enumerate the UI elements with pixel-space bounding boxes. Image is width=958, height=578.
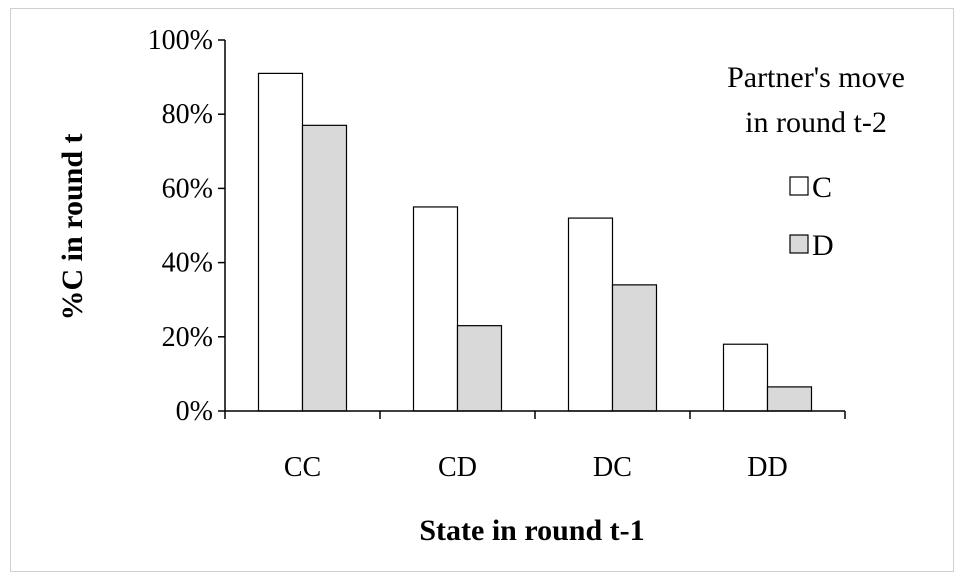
bar-cc-c xyxy=(257,72,304,412)
bar-dd-c xyxy=(722,343,769,412)
chart-frame xyxy=(10,8,954,572)
bar-dc-c xyxy=(567,217,614,412)
x-axis-ticks: CC CD DC DD xyxy=(224,411,846,483)
legend-label-c: C xyxy=(812,171,832,204)
legend-swatch-c xyxy=(789,176,809,196)
x-tick-label: DC xyxy=(593,452,632,483)
y-tick-label: 20% xyxy=(162,322,213,353)
bar-dc-d xyxy=(611,284,658,412)
bar-dd-d xyxy=(766,386,813,412)
bar-cd-d xyxy=(456,325,503,412)
y-axis-title: %C in round t xyxy=(56,133,89,320)
x-axis-title: State in round t-1 xyxy=(419,514,644,547)
y-tick-label: 100% xyxy=(148,25,213,56)
bars xyxy=(257,72,813,412)
bar-cd-c xyxy=(412,206,459,412)
y-tick-label: 0% xyxy=(176,396,213,427)
y-tick-label: 60% xyxy=(162,173,213,204)
x-tick-label: CD xyxy=(438,452,477,483)
x-tick-label: CC xyxy=(284,452,321,483)
legend-label-d: D xyxy=(812,229,834,262)
y-tick-label: 80% xyxy=(162,99,213,130)
x-tick-label: DD xyxy=(747,452,787,483)
y-tick-label: 40% xyxy=(162,248,213,279)
y-axis-ticks: 0% 20% 40% 60% 80% 100% xyxy=(148,25,225,427)
legend-title-line-2: in round t-2 xyxy=(745,106,887,139)
legend: Partner's move in round t-2 C D xyxy=(727,61,905,262)
legend-swatch-d xyxy=(789,234,809,254)
legend-title-line-1: Partner's move xyxy=(727,61,905,94)
bar-cc-d xyxy=(301,124,348,412)
